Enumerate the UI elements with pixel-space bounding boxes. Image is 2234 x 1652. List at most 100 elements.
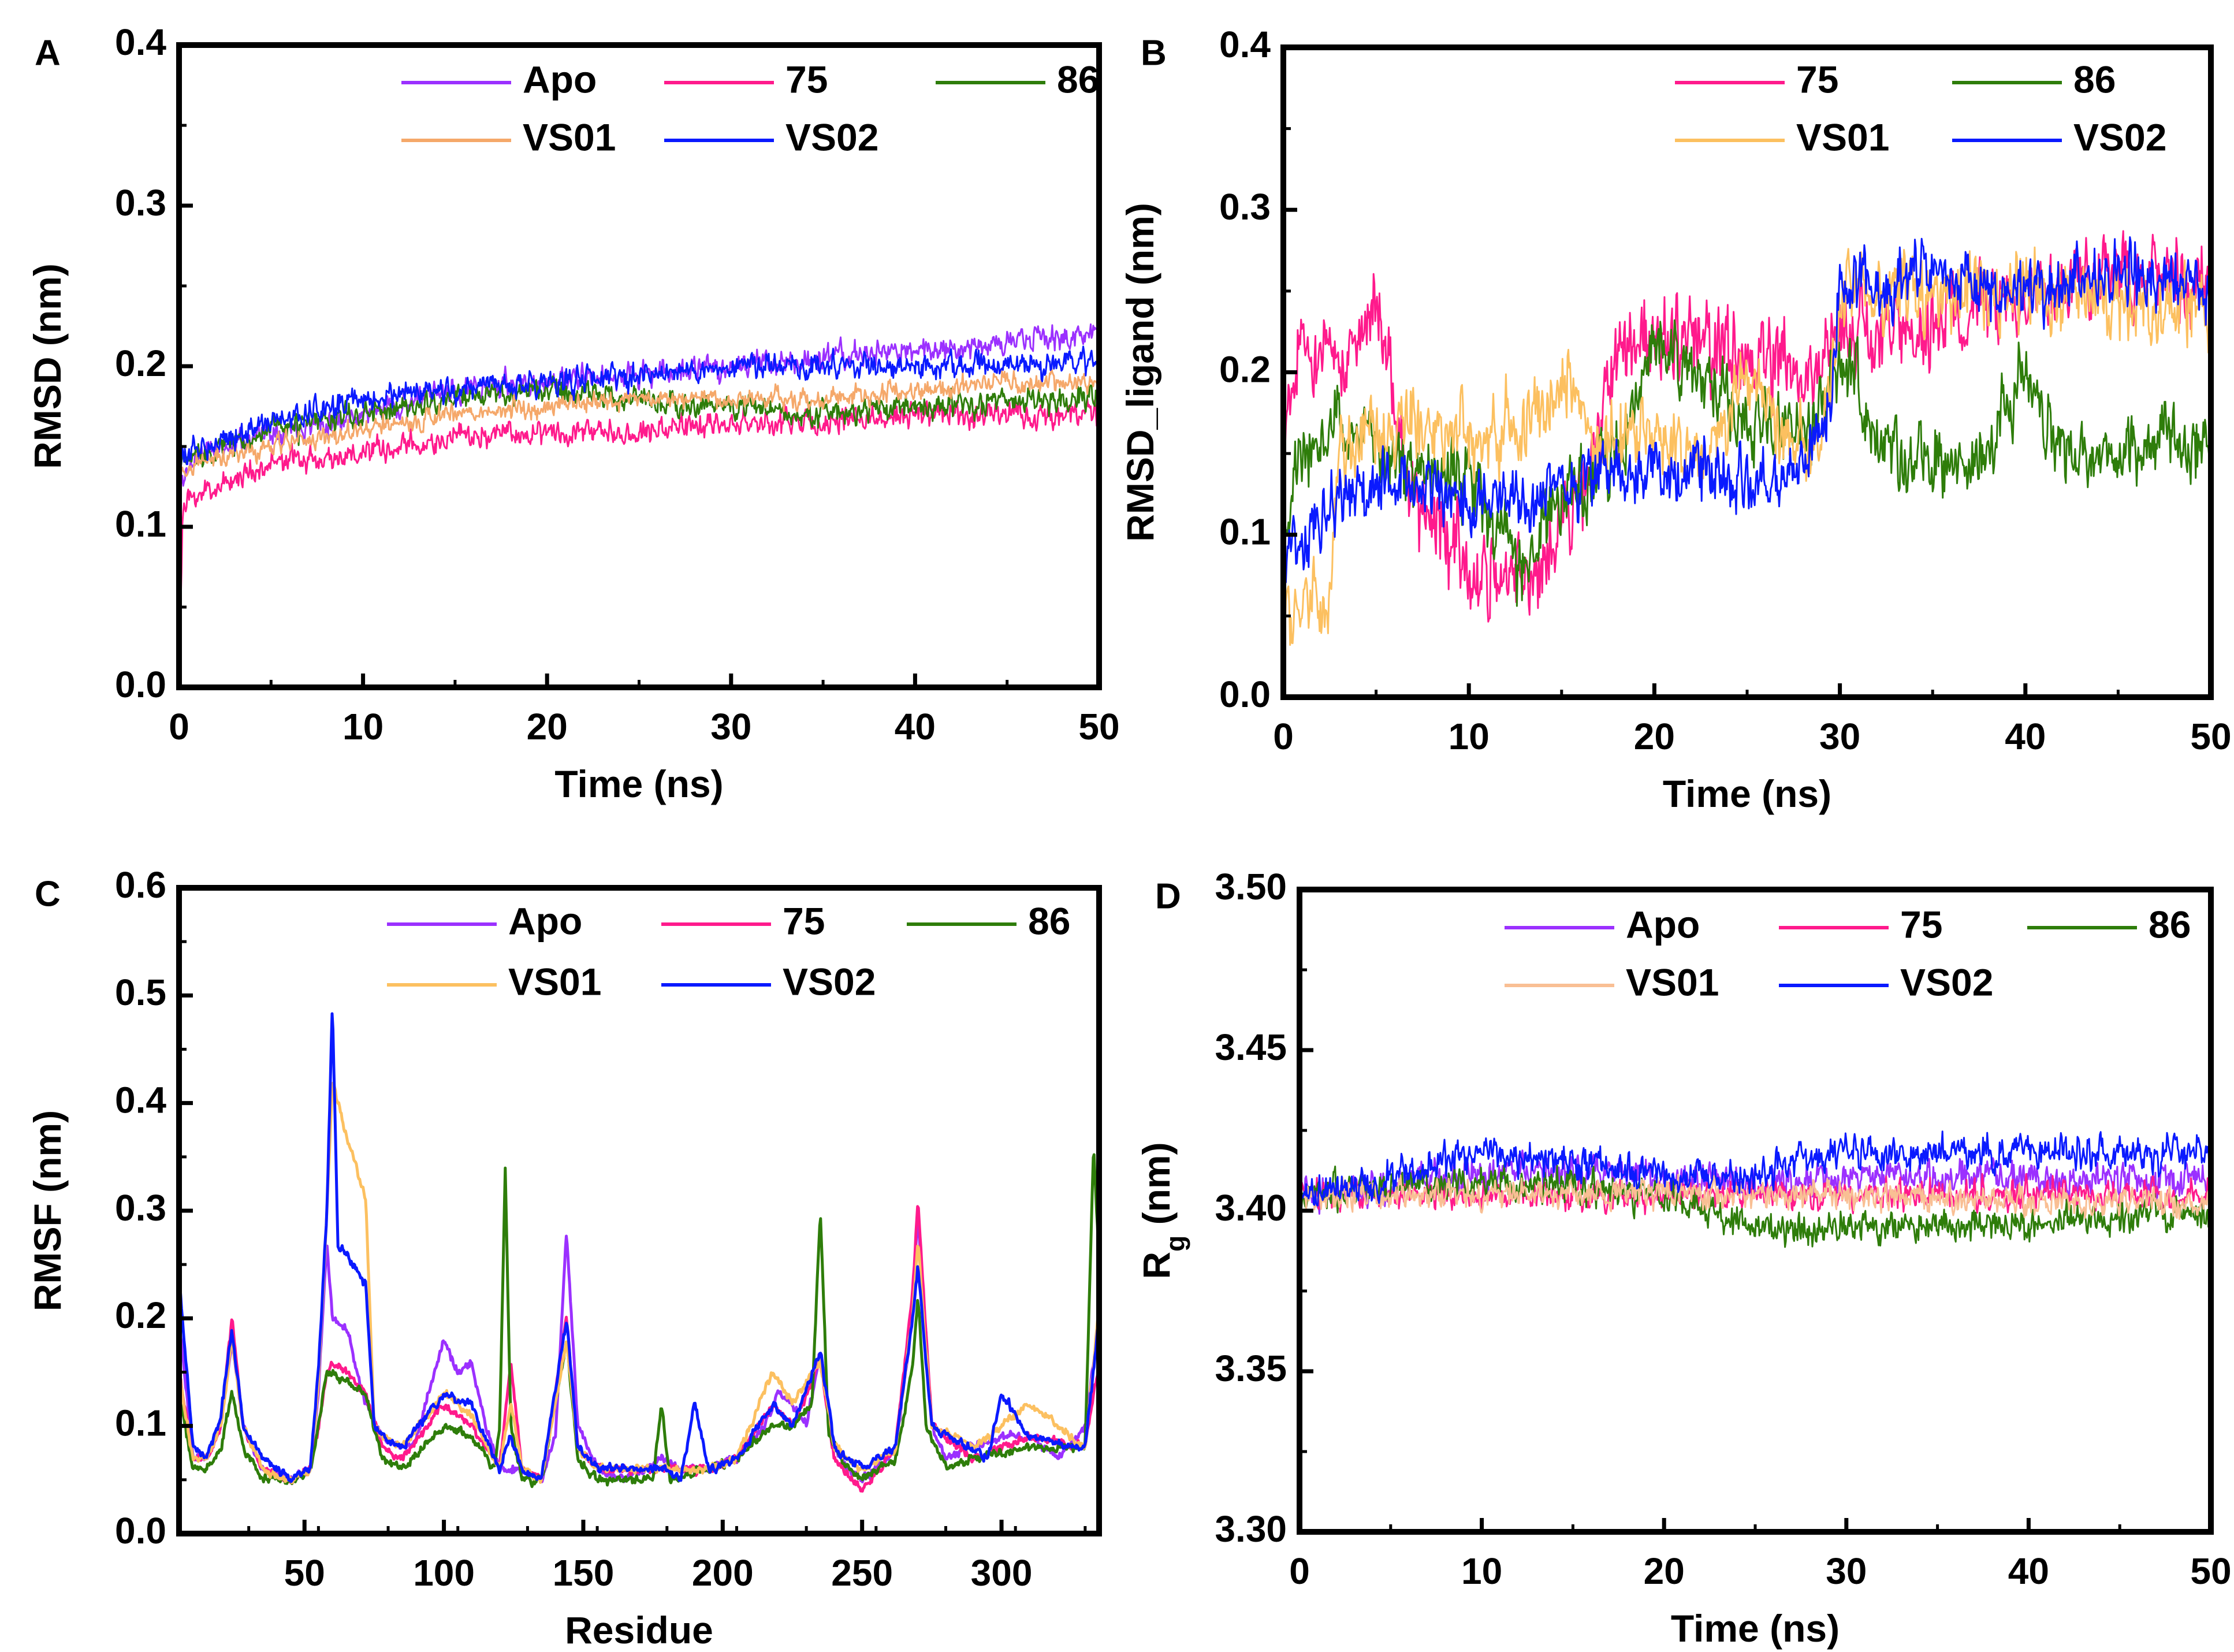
x-tick-label: 0 [1289,1550,1310,1592]
panel-b: B 0 10 20 30 40 50 0.0 0.1 0.2 0.3 0.4 Time (ns) RMSD… [1119,24,2232,815]
plot-area [179,1012,1099,1493]
plot-area [1300,1130,2211,1248]
series-line-vs02 [1300,1130,2211,1207]
y-tick-label: 0.0 [115,1510,166,1551]
legend: Apo 75 86 VS01 VS02 [387,899,1070,1003]
x-tick-label: 150 [553,1552,615,1594]
x-tick-label: 30 [1826,1550,1867,1592]
series-line-vs02 [1283,236,2211,583]
y-tick-label: 0.0 [1219,674,1271,715]
panel-letter: C [35,874,61,914]
y-tick-label: 0.4 [115,1080,166,1121]
series-line-86 [179,1153,1099,1489]
legend: Apo 75 86 VS01 VS02 [401,58,1099,158]
panel-letter: B [1141,33,1167,73]
y-tick-label: 0.4 [1219,24,1271,65]
y-tick-label: 3.45 [1215,1026,1287,1068]
y-tick-label: 0.3 [115,1187,166,1229]
legend-label-vs01: VS01 [508,960,601,1003]
y-axis-label: RMSD (nm) [26,263,69,469]
y-tick-label: 0.0 [115,664,166,705]
series-line-vs01 [1300,1174,2211,1220]
y-tick-label: 0.1 [115,1402,166,1444]
series-line-vs02 [179,345,1099,485]
x-tick-label: 30 [1819,716,1860,757]
legend-label-apo: Apo [508,899,582,942]
y-axis-label-main: R [1135,1252,1178,1279]
x-tick-label: 0 [169,706,189,747]
x-tick-label: 0 [1273,716,1294,757]
legend-label-vs01: VS01 [1796,116,1889,158]
series-line-86 [1283,319,2211,607]
x-tick-label: 20 [1644,1550,1685,1592]
y-tick-label: 0.1 [1219,511,1271,553]
legend-label-apo: Apo [1626,903,1700,946]
panel-d: D 0 10 20 30 40 50 3.30 3.35 3.40 3.45 3.50 Time (ns… [1135,866,2232,1650]
y-axis-label: Rg (nm) [1135,1142,1190,1279]
x-tick-label: 20 [1634,716,1675,757]
plot-area [1283,230,2211,646]
x-tick-label: 40 [2005,716,2046,757]
series-line-vs02 [179,1012,1099,1483]
y-tick-label: 3.40 [1215,1187,1287,1229]
legend-label-vs02: VS02 [1900,961,1993,1003]
legend-label-75: 75 [785,58,828,101]
x-tick-label: 40 [895,706,936,747]
legend-label-vs01: VS01 [1626,961,1719,1003]
series-line-vs01 [179,367,1099,477]
y-tick-label: 0.5 [115,972,166,1013]
series-line-75 [179,1205,1099,1493]
x-tick-label: 10 [1449,716,1490,757]
x-tick-label: 40 [2008,1550,2049,1592]
x-tick-label: 50 [2190,716,2231,757]
legend: 75 86 VS01 VS02 [1675,58,2166,158]
series-line-apo [179,1218,1099,1483]
x-axis-label: Time (ns) [1663,772,1831,815]
x-tick-label: 50 [284,1552,325,1594]
y-tick-label: 0.3 [115,182,166,224]
series-line-vs01 [1283,246,2211,646]
x-tick-label: 250 [831,1552,893,1594]
x-tick-label: 10 [1461,1550,1502,1592]
y-tick-label: 0.1 [115,503,166,545]
x-tick-label: 10 [342,706,383,747]
y-tick-label: 0.6 [115,864,166,906]
legend-label-vs02: VS02 [783,960,876,1003]
y-tick-label: 0.2 [115,343,166,384]
legend-label-apo: Apo [523,58,597,101]
x-tick-label: 30 [710,706,751,747]
series-line-apo [179,323,1099,493]
y-axis-label-main: RMSD (nm) [26,263,69,469]
legend: Apo 75 86 VS01 VS02 [1505,903,2191,1003]
y-tick-label: 0.2 [115,1294,166,1336]
panel-letter: D [1155,876,1181,916]
x-axis-label: Time (ns) [1671,1607,1840,1650]
legend-label-75: 75 [1796,58,1838,101]
y-tick-label: 0.4 [115,21,166,63]
x-axis-label: Residue [565,1609,713,1651]
x-tick-label: 50 [1078,706,1119,747]
legend-label-86: 86 [1057,58,1099,101]
y-tick-label: 3.50 [1215,866,1287,907]
legend-label-86: 86 [2149,903,2191,946]
panel-letter: A [35,33,61,73]
x-tick-label: 200 [692,1552,754,1594]
y-axis-label: RMSD_ligand (nm) [1119,203,1161,542]
legend-label-vs02: VS02 [785,116,878,158]
y-tick-label: 0.2 [1219,348,1271,390]
legend-label-86: 86 [1028,899,1070,942]
legend-label-75: 75 [1900,903,1942,946]
y-axis-label-sub: g [1160,1236,1190,1252]
panel-a: A 0 10 20 30 40 50 0.0 0.1 0.2 0.3 0.4 Time (ns) RMSD… [26,21,1120,805]
x-tick-label: 300 [971,1552,1033,1594]
plot-area [179,323,1099,687]
x-tick-label: 100 [413,1552,475,1594]
y-axis-label-main: RMSF (nm) [26,1110,69,1311]
x-tick-label: 50 [2190,1550,2231,1592]
legend-label-vs01: VS01 [523,116,616,158]
legend-label-86: 86 [2073,58,2116,101]
legend-label-75: 75 [783,899,825,942]
y-axis-label-unit: (nm) [1135,1142,1178,1235]
legend-label-vs02: VS02 [2073,116,2166,158]
